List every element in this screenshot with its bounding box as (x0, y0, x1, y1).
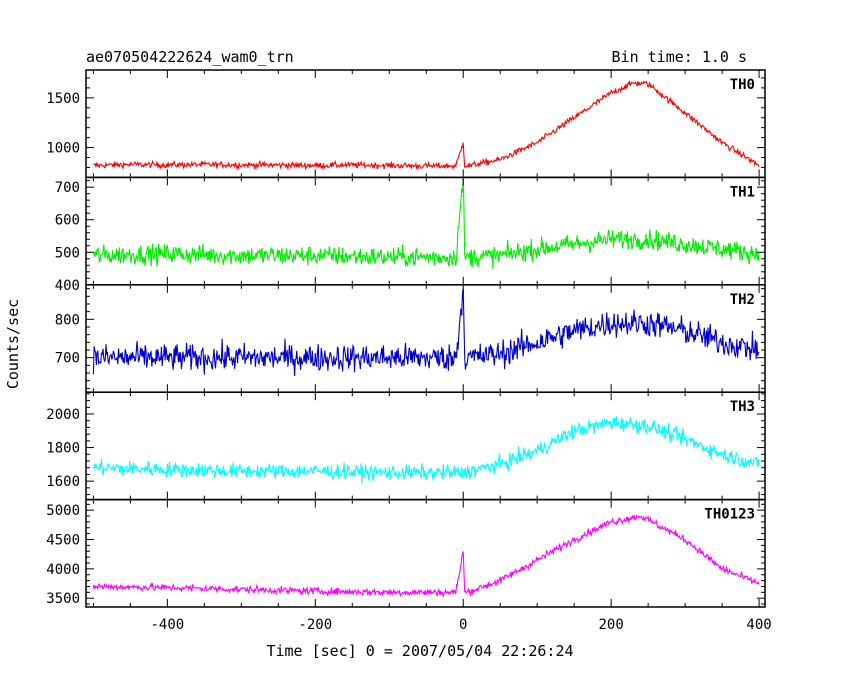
panel-th0: 1000 1500 TH0 (46, 69, 766, 179)
y-axis-title: Counts/sec (4, 299, 22, 389)
panel-th0123: 3500 4000 4500 5000 TH0123 (46, 498, 766, 608)
y-tick-label: 800 (55, 312, 80, 328)
panel-th2: 700 800 TH2 (55, 284, 766, 393)
y-tick-label: 600 (55, 213, 80, 229)
panel-th1: 400 500 600 700 TH1 (55, 176, 766, 294)
y-tick-label: 700 (55, 180, 80, 196)
panel-frame (85, 498, 766, 608)
panel-frame (85, 176, 766, 286)
panel-frame (85, 284, 766, 393)
y-tick-label: 5000 (46, 503, 80, 519)
y-tick-label: 1500 (46, 91, 80, 107)
y-tick-label: 1000 (46, 141, 80, 157)
y-tick-label: 1600 (46, 474, 80, 490)
x-tick-label: -400 (151, 617, 185, 633)
series-th1-line (92, 177, 760, 269)
series-th2-line (92, 288, 760, 376)
y-tick-label: 1800 (46, 441, 80, 457)
panel-label-th0123: TH0123 (704, 507, 755, 523)
panel-th3: 1600 1800 2000 TH3 (46, 391, 766, 501)
series-th0123-line (92, 513, 760, 599)
panel-label-th1: TH1 (730, 184, 755, 200)
y-tick-label: 4000 (46, 562, 80, 578)
panel-frame (85, 69, 766, 179)
panel-label-th2: TH2 (730, 292, 755, 308)
panel-label-th3: TH3 (730, 399, 755, 415)
chart-title: ae070504222624_wam0_trn (86, 48, 294, 66)
y-tick-label: 400 (55, 278, 80, 294)
bin-time-label: Bin time: 1.0 s (612, 48, 747, 66)
x-axis-title: Time [sec] 0 = 2007/05/04 22:26:24 (266, 642, 573, 660)
panel-label-th0: TH0 (730, 77, 755, 93)
x-tick-label: 400 (746, 617, 771, 633)
x-tick-label: 200 (599, 617, 624, 633)
y-tick-label: 2000 (46, 407, 80, 423)
y-tick-label: 700 (55, 351, 80, 367)
series-th0-line (93, 80, 760, 171)
y-tick-label: 4500 (46, 533, 80, 549)
x-tick-label: 0 (459, 617, 467, 633)
x-tick-label: -200 (298, 617, 332, 633)
y-tick-label: 3500 (46, 591, 80, 607)
series-th3-line (92, 416, 760, 484)
y-tick-label: 500 (55, 245, 80, 261)
panel-frame (85, 391, 766, 501)
